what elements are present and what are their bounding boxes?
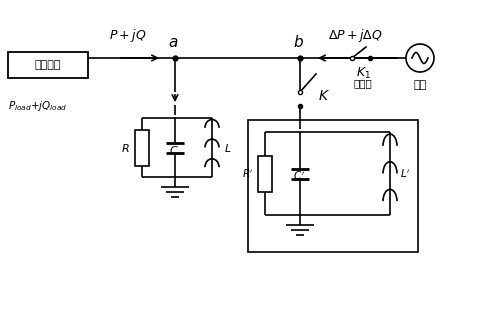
Text: $K$: $K$ [318,89,330,103]
Text: $P+jQ$: $P+jQ$ [109,27,147,44]
Text: $C$: $C$ [169,143,179,156]
Text: $C'$: $C'$ [293,169,305,182]
Text: $L$: $L$ [224,141,231,154]
Text: 电网: 电网 [413,80,427,90]
Text: b: b [293,35,303,50]
Text: $L'$: $L'$ [400,167,410,180]
Bar [135,130,149,165]
Bar [258,156,272,191]
Text: $\Delta P+j\Delta Q$: $\Delta P+j\Delta Q$ [327,27,383,44]
Text: 光伏系统: 光伏系统 [35,60,61,70]
Bar [8,52,88,78]
Text: a: a [168,35,178,50]
Text: $P_{load}$+j$Q_{load}$: $P_{load}$+j$Q_{load}$ [8,99,67,113]
Bar [248,120,418,252]
Text: $R$: $R$ [120,141,129,154]
Text: 断路器: 断路器 [354,78,372,88]
Text: $K_1$: $K_1$ [356,66,371,81]
Text: $R'$: $R'$ [242,167,254,180]
